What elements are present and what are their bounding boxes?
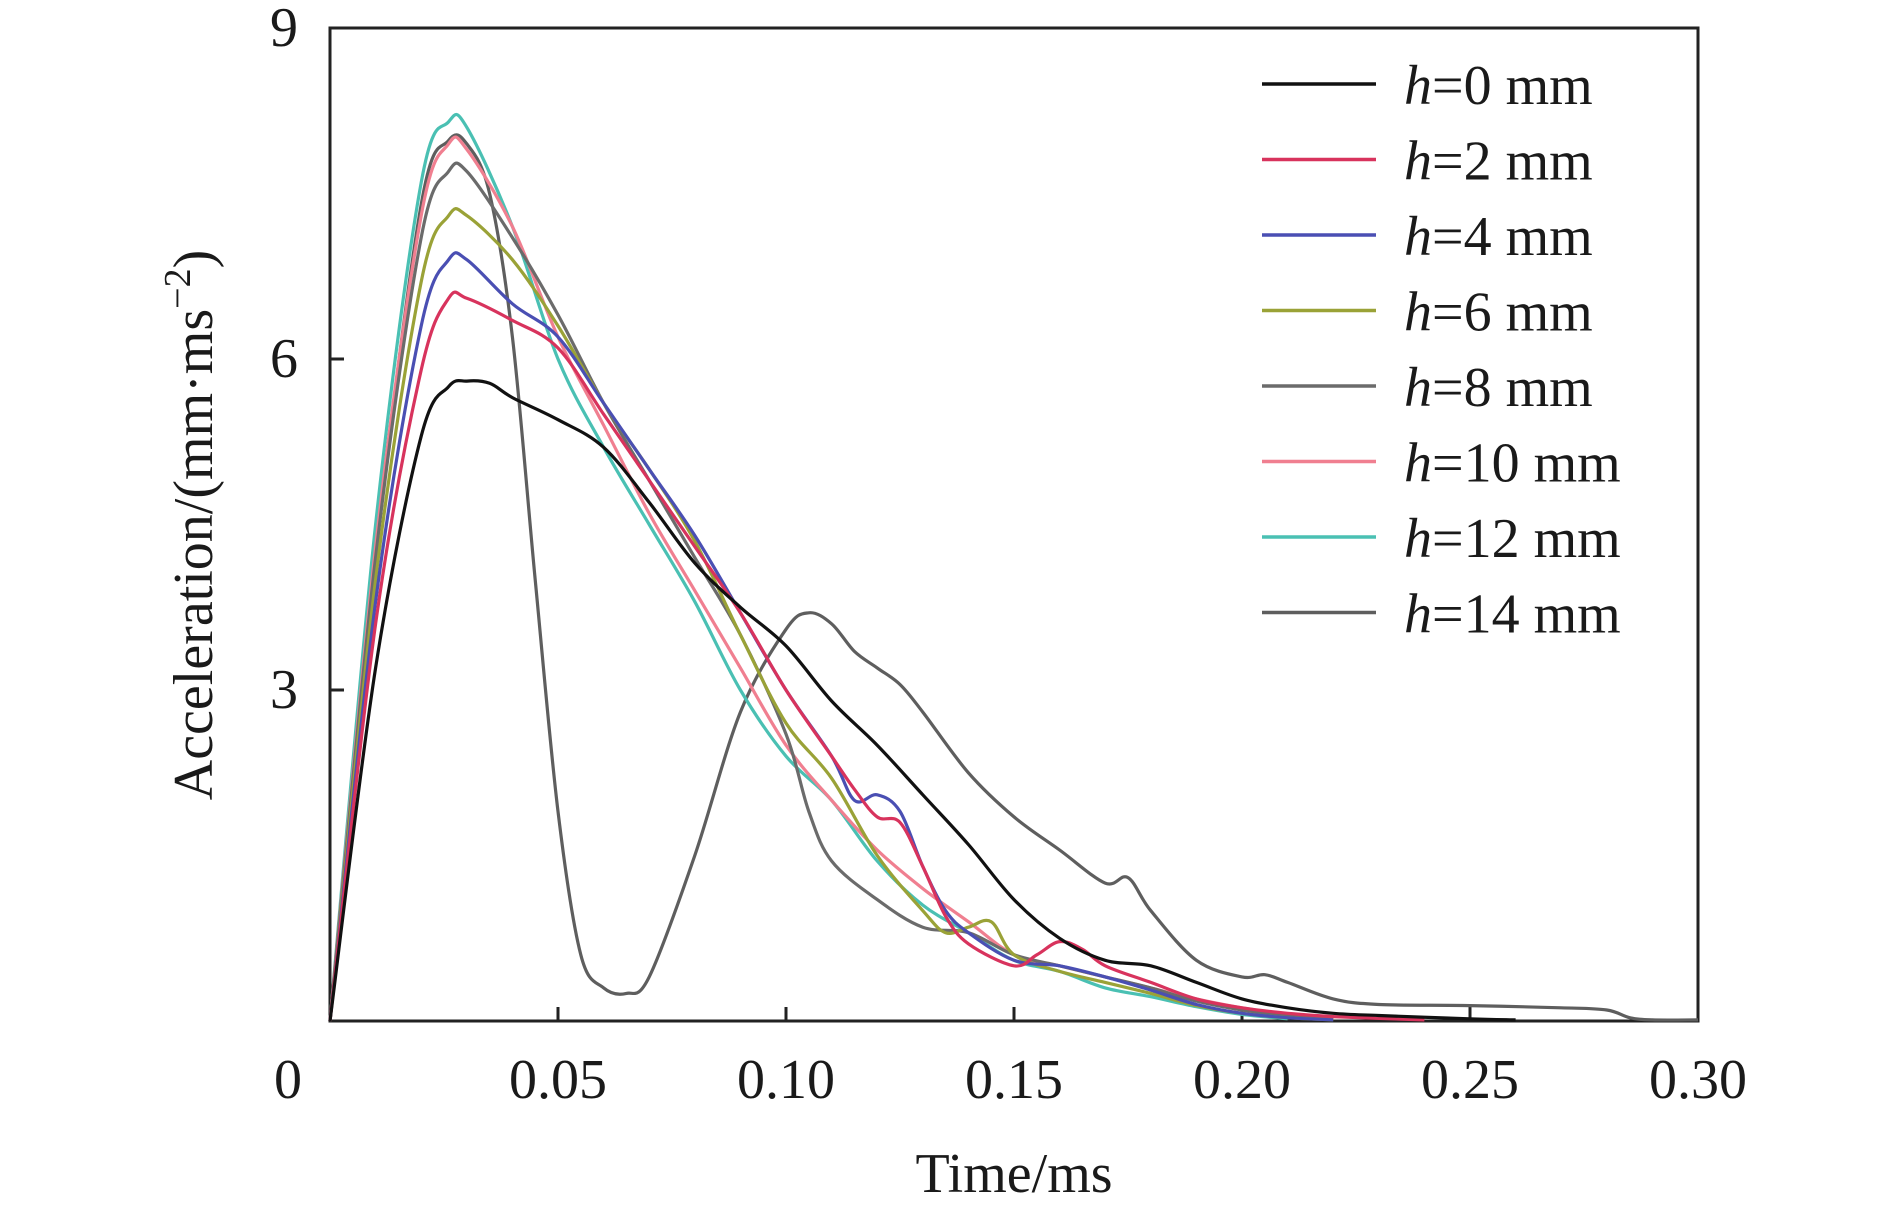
series-line [328,161,1334,1022]
legend-label: h=12 mm [1404,508,1621,570]
legend-label: h=4 mm [1404,206,1593,268]
series-line [328,135,1334,1022]
legend-variable: h [1404,433,1432,495]
x-tick-label: 0 [274,1049,302,1111]
y-axis-label-superscript: −2 [157,268,199,308]
legend-label: h=10 mm [1404,433,1621,495]
series-lines [328,112,1699,1022]
legend-variable: h [1404,508,1432,570]
x-tick-label: 0.10 [737,1049,835,1111]
y-tick-label: 9 [270,0,298,59]
legend-value: =4 mm [1432,206,1593,268]
legend-value: =12 mm [1432,508,1621,570]
legend-label: h=2 mm [1404,131,1593,193]
legend-variable: h [1404,584,1432,646]
legend: h=0 mmh=2 mmh=4 mmh=6 mmh=8 mmh=10 mmh=1… [1262,55,1621,646]
legend-variable: h [1404,55,1432,117]
legend-label: h=14 mm [1404,584,1621,646]
legend-value: =10 mm [1432,433,1621,495]
x-axis-label: Time/ms [915,1143,1112,1205]
series-line [328,133,1699,1022]
series-line [328,378,1516,1022]
y-axis-label-main: Acceleration/(mm·ms [163,309,225,800]
x-axis-ticks: 0 0.05 0.10 0.15 0.20 0.25 0.30 [274,1007,1747,1111]
y-axis-ticks: 3 6 9 [270,0,344,721]
y-axis-label: Acceleration/(mm·ms−2) [157,250,225,800]
legend-label: h=0 mm [1404,55,1593,117]
x-tick-label: 0.05 [509,1049,607,1111]
y-axis-label-close: ) [163,250,225,269]
x-tick-label: 0.20 [1193,1049,1291,1111]
series-line [328,207,1334,1022]
legend-label: h=6 mm [1404,282,1593,344]
legend-value: =0 mm [1432,55,1593,117]
legend-variable: h [1404,131,1432,193]
legend-variable: h [1404,282,1432,344]
legend-value: =2 mm [1432,131,1593,193]
legend-variable: h [1404,357,1432,419]
legend-value: =8 mm [1432,357,1593,419]
legend-value: =6 mm [1432,282,1593,344]
y-tick-label: 3 [270,659,298,721]
x-tick-label: 0.25 [1421,1049,1519,1111]
x-tick-label: 0.30 [1649,1049,1747,1111]
series-line [328,112,1288,1022]
legend-variable: h [1404,206,1432,268]
x-tick-label: 0.15 [965,1049,1063,1111]
y-tick-label: 6 [270,328,298,390]
series-line [328,290,1425,1022]
legend-value: =14 mm [1432,584,1621,646]
legend-label: h=8 mm [1404,357,1593,419]
series-line [328,251,1334,1022]
